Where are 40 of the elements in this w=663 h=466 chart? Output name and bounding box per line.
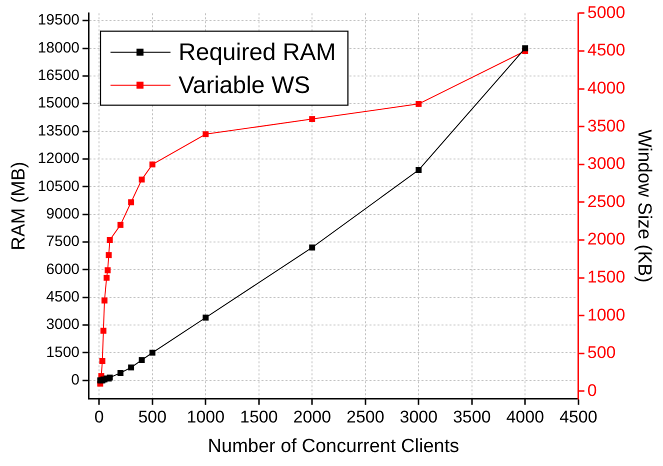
x-axis-title: Number of Concurrent Clients bbox=[208, 436, 460, 457]
x-tick-label: 2500 bbox=[346, 408, 384, 427]
y-tick-label: 10500 bbox=[38, 178, 80, 195]
y2-tick-label: 500 bbox=[587, 343, 616, 362]
legend-label: Variable WS bbox=[178, 72, 310, 99]
y2-tick-label: 5000 bbox=[587, 2, 626, 22]
x-tick-label: 4000 bbox=[506, 408, 544, 427]
y-tick-label: 12000 bbox=[38, 150, 80, 168]
y-tick-label: 1500 bbox=[46, 344, 80, 361]
y-tick-label: 18000 bbox=[38, 39, 80, 56]
y-tick-label: 4500 bbox=[46, 288, 80, 306]
y-tick-label: 15000 bbox=[38, 94, 80, 112]
y2-tick-label: 3000 bbox=[587, 154, 626, 174]
y-tick-label: 7500 bbox=[46, 233, 80, 250]
x-tick-label: 3500 bbox=[452, 408, 491, 427]
y-tick-label: 3000 bbox=[46, 316, 80, 334]
y2-tick-label: 2500 bbox=[587, 192, 626, 211]
x-tick-label: 0 bbox=[94, 408, 104, 427]
y2-tick-label: 3500 bbox=[587, 116, 626, 136]
y-axis-title: RAM (MB) bbox=[8, 162, 30, 250]
y-tick-label: 13500 bbox=[38, 122, 80, 140]
x-tick-label: 4500 bbox=[559, 408, 598, 427]
y2-tick-label: 2000 bbox=[587, 230, 626, 249]
y2-tick-label: 0 bbox=[587, 380, 597, 400]
legend-label: Required RAM bbox=[178, 38, 336, 66]
x-tick-label: 2000 bbox=[293, 408, 332, 427]
x-tick-label: 1500 bbox=[240, 408, 278, 427]
y2-tick-label: 4500 bbox=[587, 40, 626, 60]
x-tick-label: 3000 bbox=[400, 408, 438, 427]
y2-axis-title: Window Size (KB) bbox=[633, 129, 654, 283]
y2-tick-label: 4000 bbox=[587, 78, 626, 98]
y2-tick-label: 1000 bbox=[587, 305, 626, 324]
y-tick-label: 9000 bbox=[46, 205, 80, 222]
y-tick-label: 0 bbox=[71, 371, 80, 388]
x-tick-label: 500 bbox=[138, 408, 167, 427]
x-tick-label: 1000 bbox=[186, 408, 225, 427]
y-tick-label: 6000 bbox=[46, 260, 80, 278]
y2-tick-label: 1500 bbox=[587, 268, 626, 287]
y-tick-label: 16500 bbox=[38, 67, 80, 84]
y-tick-label: 19500 bbox=[38, 12, 80, 29]
